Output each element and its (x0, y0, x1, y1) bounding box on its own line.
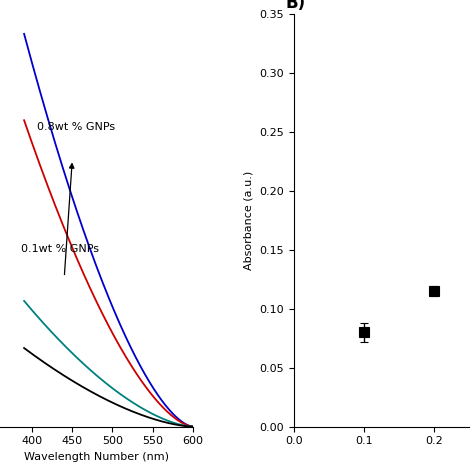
Text: B): B) (285, 0, 305, 11)
Text: 0.1wt % GNPs: 0.1wt % GNPs (21, 244, 99, 254)
Text: 0.8wt % GNPs: 0.8wt % GNPs (37, 122, 115, 132)
X-axis label: Wavelength Number (nm): Wavelength Number (nm) (24, 452, 169, 462)
Y-axis label: Absorbance (a.u.): Absorbance (a.u.) (244, 171, 254, 270)
